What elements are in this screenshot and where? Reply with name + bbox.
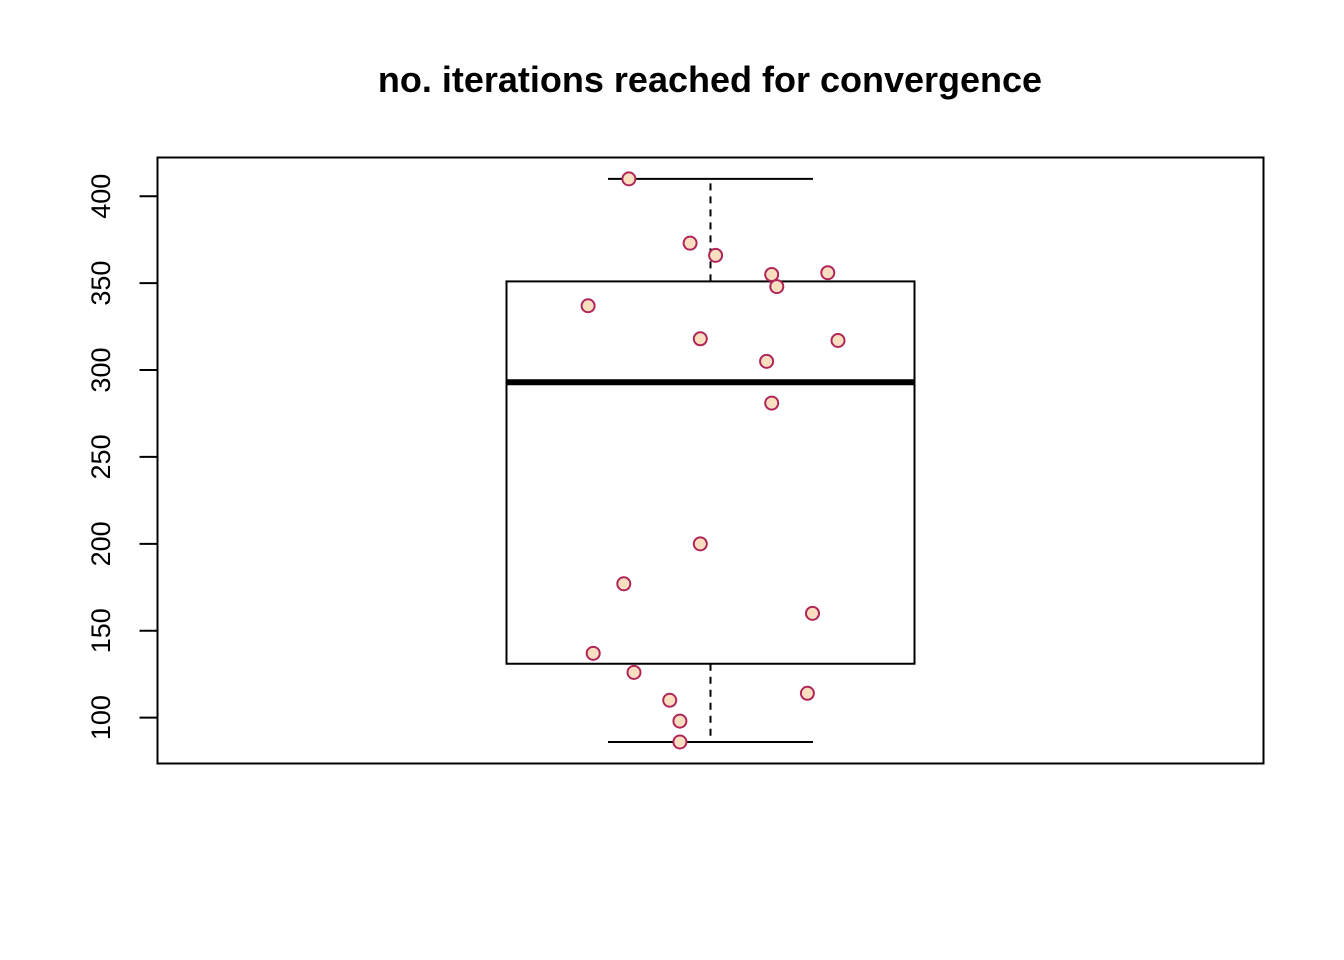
data-point	[621, 171, 637, 187]
data-point	[662, 692, 678, 708]
data-point	[682, 235, 698, 251]
y-tick-label: 200	[86, 521, 116, 566]
y-tick-label: 400	[86, 174, 116, 219]
data-point	[672, 734, 688, 750]
data-point	[672, 713, 688, 729]
data-point	[708, 247, 724, 263]
data-point	[692, 331, 708, 347]
data-point	[805, 605, 820, 621]
data-point	[820, 265, 836, 281]
data-point	[626, 664, 642, 680]
data-point	[764, 395, 780, 411]
y-tick-label: 100	[86, 695, 116, 740]
data-point	[830, 332, 846, 348]
plot-frame	[156, 156, 1265, 765]
data-points	[580, 171, 846, 750]
y-tick-label: 350	[86, 261, 116, 306]
data-point	[692, 536, 708, 552]
data-point	[764, 266, 780, 282]
y-tick-label: 300	[86, 348, 116, 393]
data-point	[616, 576, 632, 592]
data-point	[759, 353, 775, 369]
y-tick-label: 150	[86, 608, 116, 653]
chart-title: no. iterations reached for convergence	[378, 59, 1042, 100]
data-point	[580, 298, 596, 314]
box-plot	[505, 177, 916, 743]
data-point	[585, 645, 601, 661]
data-point	[799, 685, 815, 701]
y-tick-label: 250	[86, 434, 116, 479]
data-point	[769, 279, 785, 295]
interquartile-box	[505, 280, 916, 665]
y-axis: 100 150 200 250 300 350 400	[86, 174, 159, 740]
